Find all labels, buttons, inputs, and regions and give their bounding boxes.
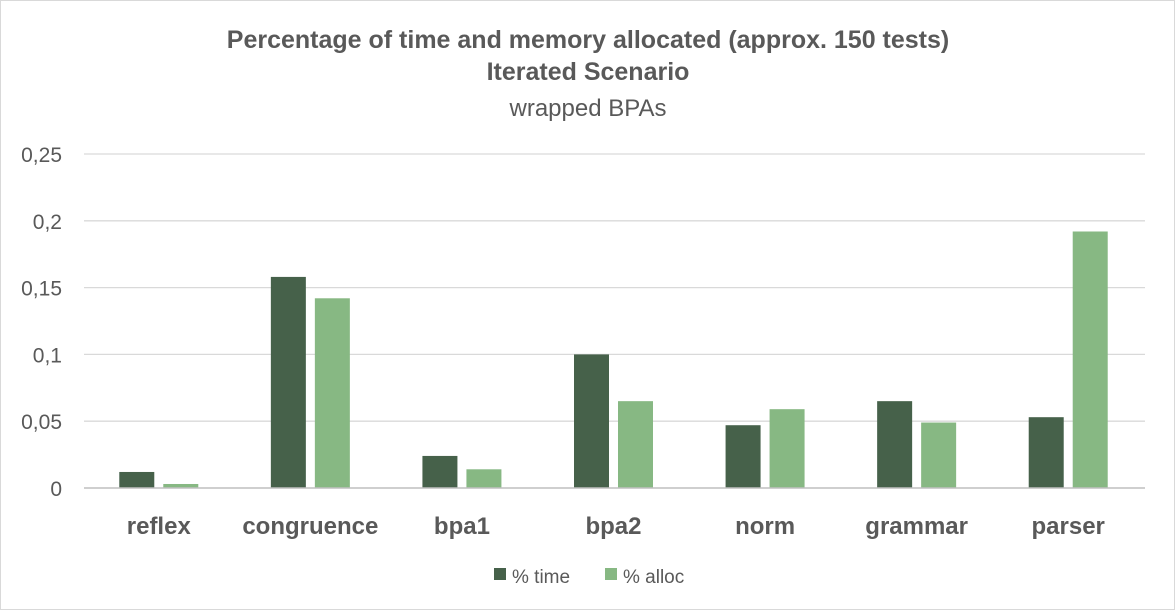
bar-alloc-bpa2 (618, 401, 653, 488)
y-axis-ticks: 0 0,05 0,1 0,15 0,2 0,25 (21, 144, 62, 501)
y-tick-label: 0 (50, 478, 62, 501)
x-category-label: bpa2 (585, 513, 641, 540)
legend-label: % alloc (623, 567, 684, 588)
x-category-label: parser (1032, 513, 1105, 540)
x-category-label: congruence (242, 513, 378, 540)
chart-title-line2: Iterated Scenario (487, 58, 690, 86)
y-tick-label: 0,2 (33, 211, 62, 234)
x-category-label: bpa1 (434, 513, 490, 540)
x-category-label: reflex (127, 513, 192, 540)
gridlines (84, 153, 1145, 422)
bar-time-bpa1 (422, 455, 458, 488)
bar-time-grammar (877, 401, 913, 488)
y-tick-label: 0,25 (21, 144, 62, 167)
y-tick-label: 0,15 (21, 278, 62, 301)
x-category-label: norm (735, 513, 795, 540)
x-axis-categories: reflex congruence bpa1 bpa2 norm grammar parse… (127, 513, 1105, 540)
legend-swatch (605, 568, 617, 580)
bar-alloc-reflex (163, 483, 199, 488)
x-category-label: grammar (865, 513, 968, 540)
y-tick-label: 0,1 (33, 344, 62, 367)
bar-time-parser (1028, 417, 1064, 488)
legend-label: % time (512, 567, 570, 588)
bar-time-congruence (270, 276, 306, 488)
legend-swatch (494, 568, 506, 580)
bar-time-bpa2 (574, 354, 609, 488)
legend[interactable]: % time % alloc (494, 567, 684, 588)
chart-subtitle: wrapped BPAs (509, 95, 667, 122)
bar-alloc-congruence (314, 298, 350, 488)
y-tick-label: 0,05 (21, 411, 62, 434)
bars (119, 231, 1108, 488)
chart-title: Percentage of time and memory allocated … (227, 26, 949, 54)
bar-time-reflex (119, 471, 155, 488)
bar-alloc-parser (1072, 231, 1108, 488)
bar-time-norm (725, 425, 761, 488)
bar-alloc-grammar (921, 422, 957, 488)
bar-alloc-norm (769, 409, 805, 488)
bar-alloc-bpa1 (466, 469, 502, 488)
